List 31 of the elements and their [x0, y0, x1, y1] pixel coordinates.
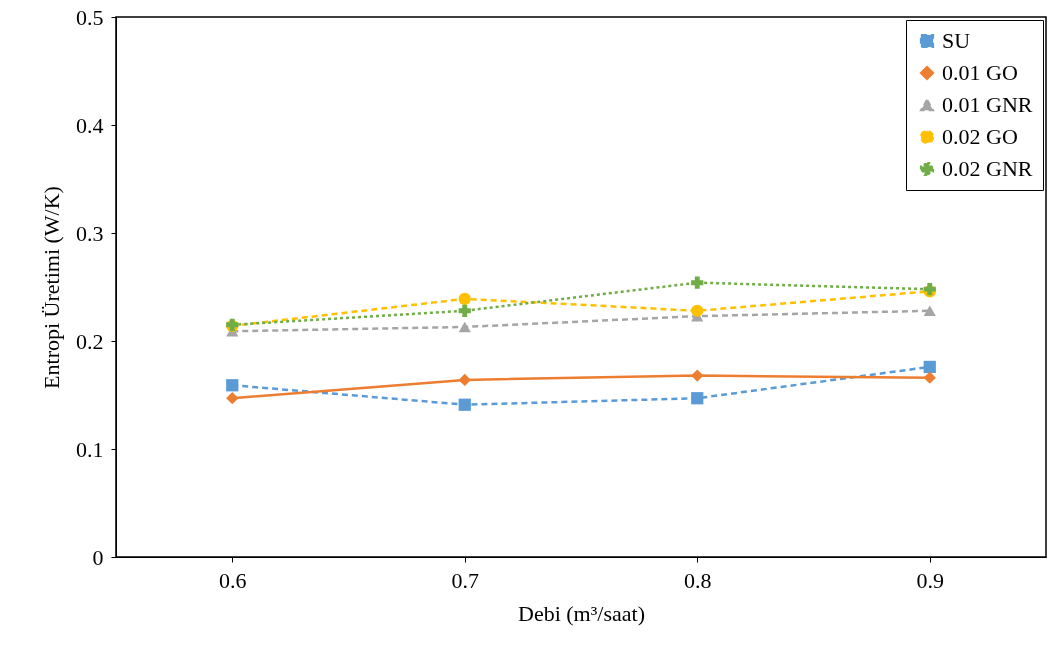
x-tick-label: 0.6	[219, 567, 247, 593]
legend-label: SU	[942, 28, 971, 53]
x-tick-label: 0.7	[451, 567, 479, 593]
y-tick-label: 0.2	[76, 328, 104, 354]
point	[458, 304, 471, 317]
point	[691, 304, 704, 317]
legend-label: 0.01 GO	[942, 60, 1018, 85]
y-tick-label: 0.1	[76, 436, 104, 462]
point	[923, 305, 936, 317]
x-tick-label: 0.8	[684, 567, 712, 593]
point	[691, 392, 704, 405]
point	[226, 379, 239, 392]
y-tick-label: 0.5	[76, 4, 104, 30]
point	[691, 276, 704, 289]
x-axis-title: Debi (m³/saat)	[518, 600, 645, 626]
point	[691, 369, 704, 382]
legend-label: 0.02 GNR	[942, 156, 1033, 181]
point	[458, 398, 471, 411]
point	[923, 360, 936, 374]
y-tick-label: 0	[92, 544, 104, 570]
y-axis-title: Entropi Üretimi (W/K)	[39, 186, 64, 389]
point	[458, 292, 471, 305]
point	[226, 392, 239, 405]
point	[458, 373, 471, 386]
point	[923, 371, 936, 384]
legend-label: 0.01 GNR	[942, 92, 1033, 117]
y-tick-label: 0.3	[76, 220, 104, 246]
y-tick-label: 0.4	[76, 112, 104, 138]
legend-label: 0.02 GO	[942, 124, 1018, 149]
point	[458, 321, 471, 333]
x-tick-label: 0.9	[916, 567, 944, 593]
